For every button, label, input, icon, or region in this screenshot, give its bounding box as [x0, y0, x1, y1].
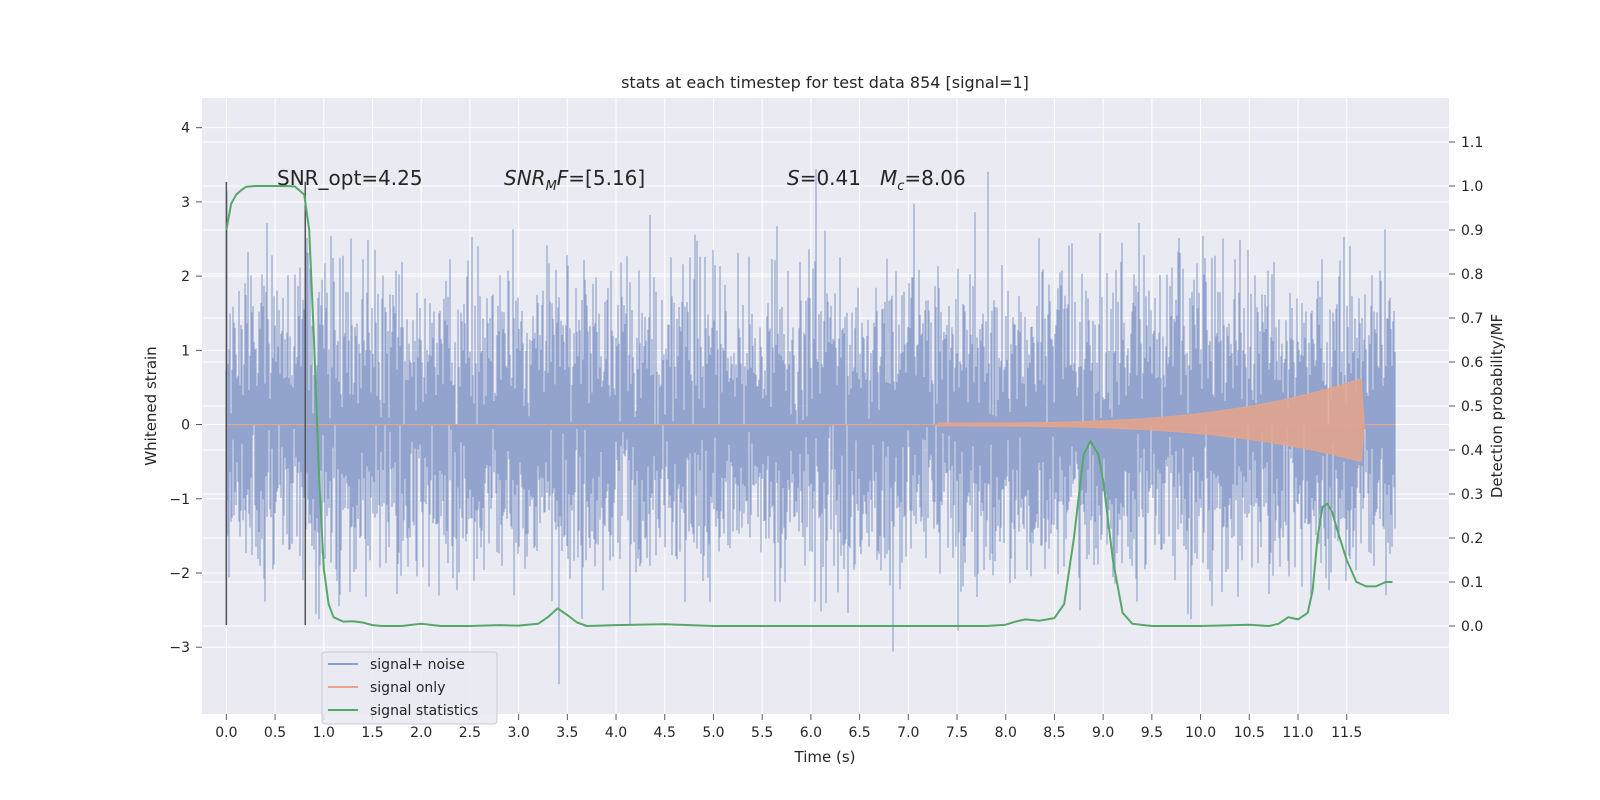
- y2-tick-label: 1.0: [1461, 179, 1483, 195]
- x-axis-ticks: 0.0 0.5 1.0 1.5 2.0 2.5 3.0 3.5 4.0 4.5 5.0 5.5 6.0 6…: [215, 714, 1362, 741]
- x-tick-label: 8.0: [995, 725, 1017, 741]
- vertical-markers: [225, 181, 307, 625]
- annotation-mc-value: =8.06: [904, 166, 965, 190]
- legend: signal+ noise signal only signal statist…: [321, 651, 498, 725]
- y2-tick-label: 1.1: [1461, 135, 1483, 151]
- y-tick-label: −2: [169, 566, 190, 582]
- y2-tick-label: 0.0: [1461, 619, 1483, 635]
- x-tick-label: 9.0: [1092, 725, 1114, 741]
- y2-tick-label: 0.6: [1461, 355, 1483, 371]
- x-tick-label: 9.5: [1141, 725, 1163, 741]
- annotation-snr-opt: SNR_opt=4.25: [277, 166, 423, 190]
- x-tick-label: 10.5: [1234, 725, 1265, 741]
- x-tick-label: 7.5: [946, 725, 968, 741]
- x-tick-label: 2.5: [459, 725, 481, 741]
- legend-label-signal-statistics: signal statistics: [370, 703, 478, 719]
- y2-tick-label: 0.3: [1461, 487, 1483, 503]
- x-tick-label: 10.0: [1185, 725, 1216, 741]
- y-axis-label: Whitened strain: [142, 346, 160, 465]
- annotation-snr-mf-symbol2: F: [557, 166, 569, 190]
- x-tick-label: 11.5: [1331, 725, 1362, 741]
- y2-tick-label: 0.5: [1461, 399, 1483, 415]
- annotation-snr-mf-value: =[5.16]: [568, 166, 645, 190]
- y-tick-label: −3: [169, 640, 190, 656]
- y2-axis-ticks: 1.1 1.0 0.9 0.8 0.7 0.6 0.5 0.4 0.3 0.2 0.1 0.0: [1449, 135, 1483, 635]
- annotation-snr-mf-symbol: SNR: [504, 166, 546, 190]
- x-tick-label: 7.0: [897, 725, 919, 741]
- annotation-s-value: =0.41: [800, 166, 861, 190]
- x-tick-label: 0.0: [215, 725, 237, 741]
- x-tick-label: 5.5: [751, 725, 773, 741]
- y2-tick-label: 0.1: [1461, 575, 1483, 591]
- y2-axis-label: Detection probability/MF: [1488, 314, 1506, 498]
- y-tick-label: 2: [181, 269, 190, 285]
- signal-statistics-series: [225, 185, 1393, 627]
- x-tick-label: 2.0: [410, 725, 432, 741]
- chart-title: stats at each timestep for test data 854…: [621, 73, 1029, 92]
- annotation-mc-subscript: c: [897, 179, 904, 194]
- annotation-mc-symbol: M: [880, 166, 897, 190]
- signal-statistics-line: [225, 185, 1393, 627]
- y-tick-label: 0: [181, 418, 190, 434]
- y2-tick-label: 0.7: [1461, 311, 1483, 327]
- x-axis-label: Time (s): [794, 748, 856, 766]
- y2-tick-label: 0.2: [1461, 531, 1483, 547]
- x-tick-label: 11.0: [1282, 725, 1313, 741]
- x-tick-label: 1.5: [361, 725, 383, 741]
- y2-tick-label: 0.4: [1461, 443, 1483, 459]
- annotation-snr-mf-subscript: M: [546, 179, 557, 194]
- annotation-mc: Mc=8.06: [880, 166, 966, 194]
- y-tick-label: −1: [169, 492, 190, 508]
- annotation-s-symbol: S: [787, 166, 800, 190]
- x-tick-label: 6.0: [800, 725, 822, 741]
- legend-label-signal-only: signal only: [370, 680, 445, 696]
- x-tick-label: 4.0: [605, 725, 627, 741]
- y-tick-label: 1: [181, 343, 190, 359]
- annotation-snr-mf: SNRMF=[5.16]: [504, 166, 645, 194]
- x-tick-label: 6.5: [848, 725, 870, 741]
- annotation-s: S=0.41: [787, 166, 861, 190]
- legend-label-signal-noise: signal+ noise: [370, 657, 465, 673]
- y-tick-label: 3: [181, 195, 190, 211]
- y2-tick-label: 0.9: [1461, 223, 1483, 239]
- x-tick-label: 5.0: [702, 725, 724, 741]
- signal-only-series: [226, 378, 1396, 462]
- x-tick-label: 0.5: [264, 725, 286, 741]
- x-tick-label: 8.5: [1043, 725, 1065, 741]
- y-tick-label: 4: [181, 121, 190, 137]
- x-tick-label: 3.0: [507, 725, 529, 741]
- x-tick-label: 3.5: [556, 725, 578, 741]
- legend-box: [321, 651, 498, 725]
- grid: [202, 98, 1449, 714]
- y2-tick-label: 0.8: [1461, 267, 1483, 283]
- y-axis-ticks: 4 3 2 1 0 −1 −2 −3: [169, 121, 202, 656]
- signal-only-chirp: [937, 378, 1365, 462]
- x-tick-label: 1.0: [313, 725, 335, 741]
- x-tick-label: 4.5: [654, 725, 676, 741]
